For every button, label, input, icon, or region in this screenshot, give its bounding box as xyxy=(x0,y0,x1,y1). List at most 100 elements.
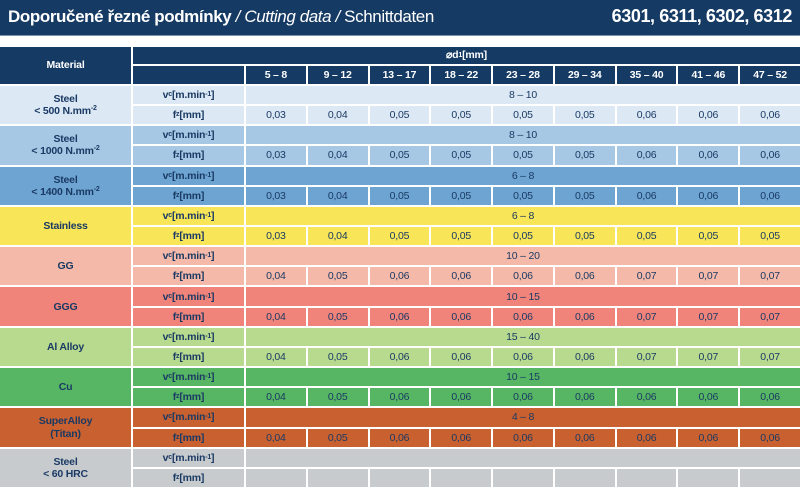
fz-value: 0,06 xyxy=(616,186,677,205)
fz-value: 0,07 xyxy=(678,347,739,367)
fz-value: 0,06 xyxy=(616,106,677,125)
fz-value: 0,06 xyxy=(678,186,739,205)
fz-value: 0,07 xyxy=(740,347,800,367)
vc-value: 6 – 8 xyxy=(246,206,800,226)
fz-value: 0,06 xyxy=(369,307,430,326)
fz-value: 0,06 xyxy=(740,146,800,165)
fz-value: 0,06 xyxy=(431,388,492,407)
vc-value: 4 – 8 xyxy=(246,408,800,427)
fz-value: 0,06 xyxy=(616,388,677,407)
fz-value: 0,05 xyxy=(369,106,430,125)
fz-value: 0,07 xyxy=(678,307,739,326)
fz-value: 0,06 xyxy=(678,388,739,407)
fz-value: 0,03 xyxy=(246,106,306,125)
page-title-english: Cutting data xyxy=(244,6,332,26)
fz-value: 0,03 xyxy=(246,146,306,165)
fz-value: 0,05 xyxy=(307,267,368,286)
fz-value: 0,06 xyxy=(369,428,430,447)
fz-value xyxy=(246,468,306,487)
fz-value: 0,06 xyxy=(678,146,739,165)
page-title-german: Schnittdaten xyxy=(344,6,434,26)
fz-value: 0,06 xyxy=(554,307,615,326)
fz-value: 0,06 xyxy=(431,347,492,367)
fz-value: 0,05 xyxy=(493,186,553,205)
diameter-icon: ⌀ xyxy=(446,49,453,62)
fz-value xyxy=(369,468,430,487)
title-separator: / xyxy=(331,6,345,26)
title-bar: Doporučené řezné podmínky / Cutting data… xyxy=(0,0,800,36)
fz-value: 0,07 xyxy=(678,267,739,286)
vc-value: 10 – 20 xyxy=(246,247,800,266)
fz-value: 0,06 xyxy=(616,146,677,165)
fz-value xyxy=(740,468,800,487)
material-spec: (Titan) xyxy=(50,427,81,440)
vc-value: 10 – 15 xyxy=(246,287,800,306)
fz-value: 0,05 xyxy=(369,186,430,205)
fz-value: 0,06 xyxy=(554,347,615,367)
fz-value: 0,05 xyxy=(307,428,368,447)
vc-value: 6 – 8 xyxy=(246,166,800,185)
diameter-range-header: 13 – 17 xyxy=(369,66,430,84)
fz-value: 0,06 xyxy=(554,267,615,286)
fz-value: 0,05 xyxy=(678,227,739,246)
fz-value: 0,06 xyxy=(493,307,553,326)
fz-value: 0,06 xyxy=(493,267,553,286)
fz-value: 0,07 xyxy=(616,307,677,326)
diameter-range-header: 29 – 34 xyxy=(554,66,615,84)
material-cell: Al Alloy xyxy=(0,327,131,367)
material-name: Steel xyxy=(53,173,78,186)
fz-value: 0,04 xyxy=(307,106,368,125)
fz-value: 0,04 xyxy=(246,428,306,447)
fz-value: 0,03 xyxy=(246,227,306,246)
material-cell: Steel < 60 HRC xyxy=(0,448,131,487)
fz-value: 0,07 xyxy=(740,267,800,286)
material-name: Steel xyxy=(53,93,78,106)
fz-value: 0,06 xyxy=(431,428,492,447)
fz-value: 0,06 xyxy=(431,307,492,326)
material-cell: Stainless xyxy=(0,206,131,246)
diameter-range-header: 41 – 46 xyxy=(678,66,739,84)
fz-value: 0,06 xyxy=(431,267,492,286)
fz-value: 0,05 xyxy=(493,227,553,246)
material-name: Steel xyxy=(53,133,78,146)
material-name: Stainless xyxy=(43,220,88,232)
page-title: Doporučené řezné podmínky / Cutting data… xyxy=(8,7,434,27)
material-name: GG xyxy=(57,260,74,273)
fz-value: 0,06 xyxy=(369,267,430,286)
fz-value: 0,04 xyxy=(246,267,306,286)
fz-value: 0,06 xyxy=(740,428,800,447)
fz-value: 0,06 xyxy=(740,186,800,205)
fz-value xyxy=(431,468,492,487)
diameter-range-header: 18 – 22 xyxy=(431,66,492,84)
fz-value xyxy=(678,468,739,487)
material-spec: < 1000 N.mm xyxy=(31,145,94,158)
diameter-range-header: 35 – 40 xyxy=(616,66,677,84)
fz-value: 0,05 xyxy=(493,106,553,125)
vc-value: 15 – 40 xyxy=(246,327,800,346)
material-cell: SuperAlloy (Titan) xyxy=(0,408,131,447)
fz-value: 0,06 xyxy=(369,347,430,367)
diameter-range-header: 23 – 28 xyxy=(493,66,553,84)
fz-value: 0,05 xyxy=(431,186,492,205)
fz-value: 0,05 xyxy=(493,146,553,165)
page-title-czech: Doporučené řezné podmínky xyxy=(8,6,232,26)
material-spec: < 1400 N.mm xyxy=(31,185,94,198)
fz-value: 0,05 xyxy=(307,307,368,326)
fz-value: 0,06 xyxy=(493,347,553,367)
fz-value xyxy=(307,468,368,487)
material-name: Steel xyxy=(53,455,78,468)
